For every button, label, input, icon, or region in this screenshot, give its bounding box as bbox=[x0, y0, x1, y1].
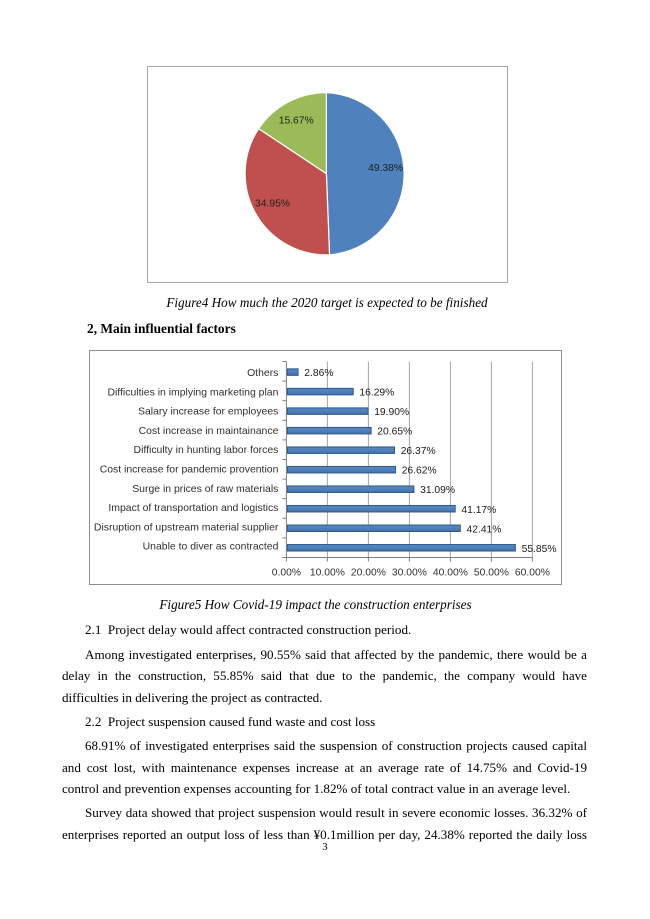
svg-text:15.67%: 15.67% bbox=[279, 116, 314, 127]
svg-text:19.90%: 19.90% bbox=[374, 407, 409, 418]
svg-text:50.00%: 50.00% bbox=[474, 568, 509, 579]
svg-text:0.00%: 0.00% bbox=[272, 568, 301, 579]
svg-text:10.00%: 10.00% bbox=[310, 568, 345, 579]
svg-text:26.37%: 26.37% bbox=[401, 446, 436, 457]
svg-text:20.00%: 20.00% bbox=[351, 568, 386, 579]
svg-text:Disruption of upstream materia: Disruption of upstream material supplier bbox=[94, 522, 279, 533]
svg-text:Salary increase for employees: Salary increase for employees bbox=[138, 407, 278, 418]
svg-text:42.41%: 42.41% bbox=[467, 524, 502, 535]
svg-text:Difficulties in implying marke: Difficulties in implying marketing plan bbox=[107, 387, 278, 398]
svg-text:2.86%: 2.86% bbox=[304, 368, 333, 379]
svg-text:41.17%: 41.17% bbox=[461, 505, 496, 516]
svg-text:60.00%: 60.00% bbox=[515, 568, 550, 579]
svg-text:Cost increase in maintainance: Cost increase in maintainance bbox=[139, 426, 279, 437]
svg-text:30.00%: 30.00% bbox=[392, 568, 427, 579]
svg-text:Unable to diver as contracted: Unable to diver as contracted bbox=[143, 542, 279, 553]
svg-text:16.29%: 16.29% bbox=[359, 387, 394, 398]
svg-text:Cost increase for pandemic pro: Cost increase for pandemic provention bbox=[100, 465, 279, 476]
svg-text:20.65%: 20.65% bbox=[377, 427, 412, 438]
svg-text:49.38%: 49.38% bbox=[368, 163, 403, 174]
svg-text:40.00%: 40.00% bbox=[433, 568, 468, 579]
svg-text:Others: Others bbox=[247, 368, 278, 379]
svg-text:Impact of transportation and l: Impact of transportation and logistics bbox=[108, 503, 278, 514]
svg-text:55.85%: 55.85% bbox=[522, 544, 557, 555]
svg-text:Difficulty in hunting labor fo: Difficulty in hunting labor forces bbox=[134, 445, 279, 456]
svg-text:26.62%: 26.62% bbox=[402, 466, 437, 477]
svg-text:31.09%: 31.09% bbox=[420, 485, 455, 496]
svg-text:34.95%: 34.95% bbox=[255, 198, 290, 209]
svg-text:Surge in prices of raw materia: Surge in prices of raw materials bbox=[132, 484, 278, 495]
